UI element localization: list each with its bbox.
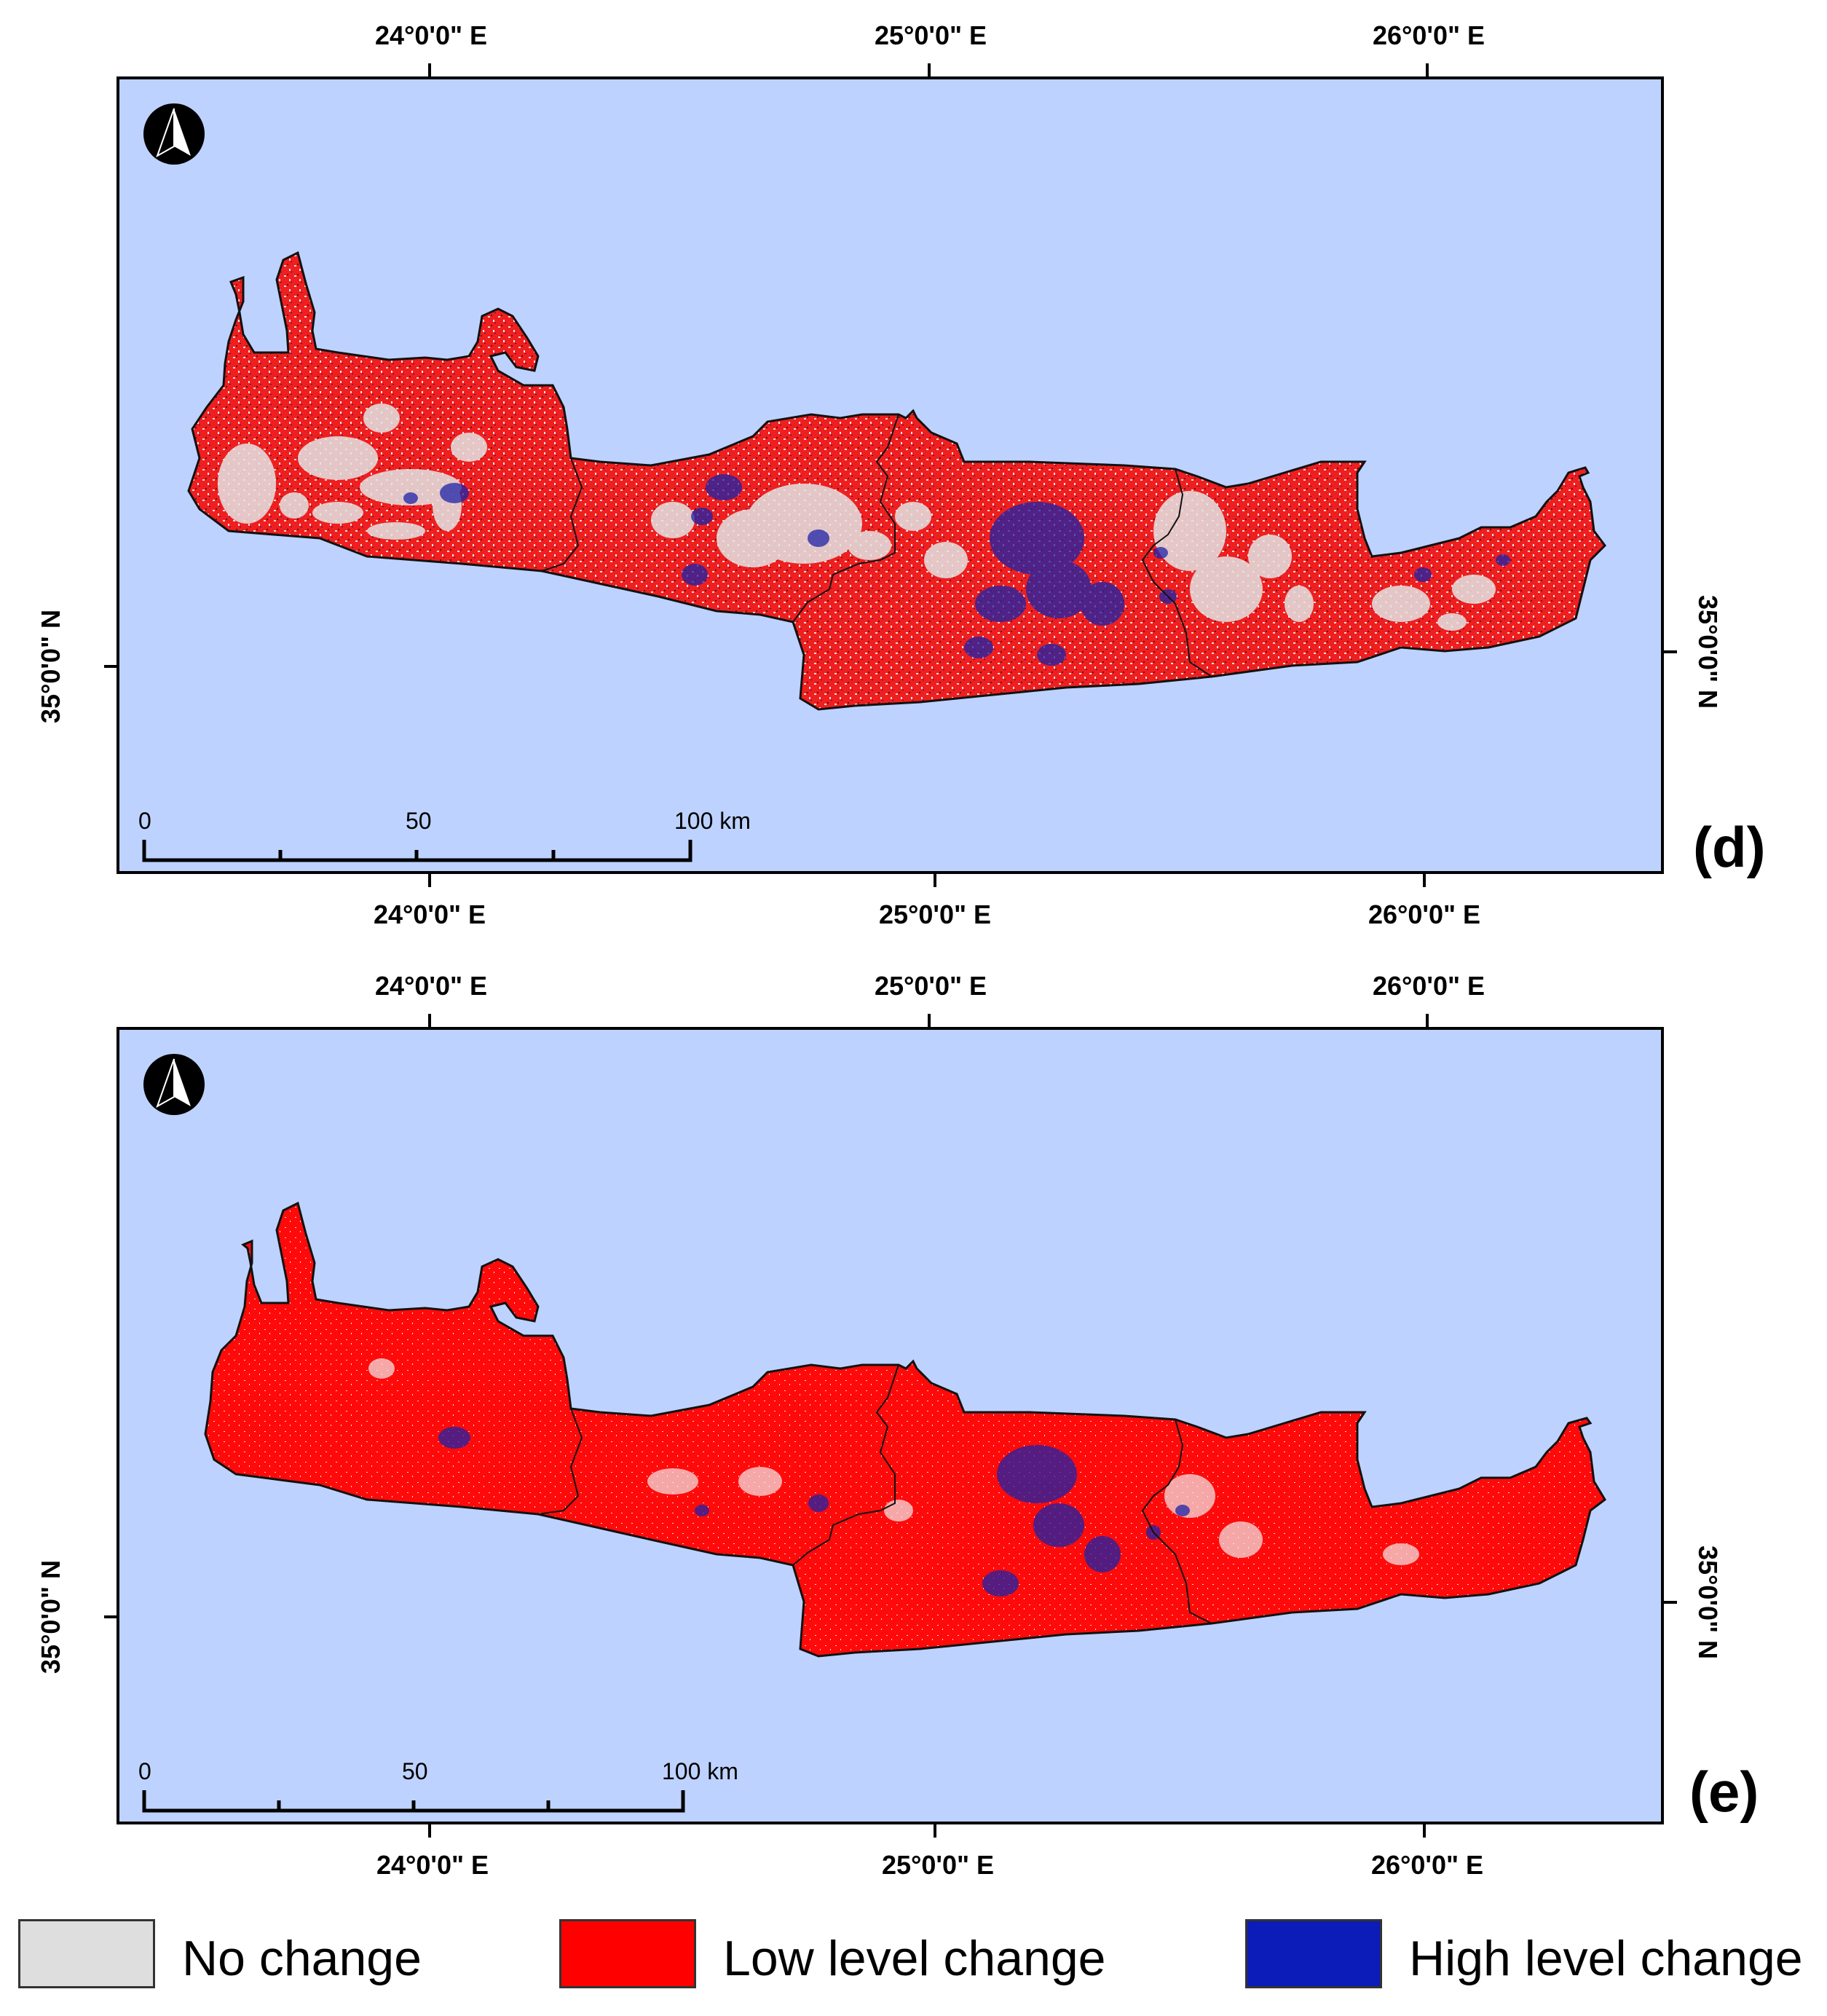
top-tick-24 (428, 63, 431, 76)
top-tick-26 (1426, 63, 1429, 76)
bottom-tick-26 (1423, 874, 1426, 887)
left-tick-35 (104, 1615, 117, 1618)
bottom-tick-24 (428, 874, 431, 887)
bottom-tick-24 (428, 1824, 431, 1838)
bottom-lon-label-25: 25°0'0" E (878, 899, 992, 929)
bottom-lon-label-24: 24°0'0" E (373, 899, 486, 929)
legend-swatch-no-change (18, 1919, 155, 1988)
scale-label-50: 50 (406, 808, 432, 834)
panel-label-d: (d) (1693, 815, 1766, 879)
north-arrow-icon (143, 1054, 205, 1115)
no-change-patches-d (218, 403, 1496, 631)
scale-label-50: 50 (402, 1758, 428, 1784)
scale-label-0: 0 (138, 808, 151, 834)
crete-change-map-e (204, 1201, 1606, 1658)
legend-label-high-change: High level change (1409, 1931, 1803, 1986)
scale-label-0: 0 (138, 1758, 151, 1784)
scale-label-100km: 100 km (674, 808, 751, 834)
scale-bar (142, 1790, 685, 1813)
bottom-lon-label-26: 26°0'0" E (1370, 1850, 1484, 1880)
top-lon-label-24: 24°0'0" E (374, 971, 488, 1001)
crete-change-map-d (187, 251, 1606, 711)
top-tick-25 (928, 1014, 931, 1027)
left-tick-35 (104, 665, 117, 668)
map-panel-e: 24°0'0" E 25°0'0" E 26°0'0" E (0, 950, 1827, 1897)
top-lon-label-26: 26°0'0" E (1372, 20, 1485, 50)
bottom-tick-26 (1423, 1824, 1426, 1838)
legend-label-no-change: No change (182, 1931, 422, 1986)
regional-boundaries-e (537, 1364, 1212, 1624)
crete-landmass-e (204, 1201, 1606, 1658)
right-lat-label: 35°0'0" N (1693, 594, 1723, 709)
bottom-tick-25 (934, 1824, 936, 1838)
regional-boundaries-d (541, 414, 1212, 677)
bottom-lon-label-24: 24°0'0" E (376, 1850, 489, 1880)
bottom-lon-label-26: 26°0'0" E (1368, 899, 1481, 929)
bottom-lon-label-25: 25°0'0" E (881, 1850, 995, 1880)
legend-label-low-change: Low level change (723, 1931, 1106, 1986)
scale-bar (142, 840, 692, 862)
top-lon-label-24: 24°0'0" E (374, 20, 488, 50)
legend-swatch-high-change (1245, 1919, 1382, 1988)
right-lat-label: 35°0'0" N (1693, 1545, 1723, 1660)
no-change-patches-e (368, 1358, 1419, 1565)
left-lat-label: 35°0'0" N (36, 609, 66, 724)
left-lat-label: 35°0'0" N (36, 1559, 66, 1674)
map-legend: No change Low level change High level ch… (0, 1908, 1827, 1996)
map-frame-e: 0 50 100 km (117, 1027, 1664, 1824)
legend-swatch-low-change (559, 1919, 696, 1988)
top-tick-24 (428, 1014, 431, 1027)
map-panel-d: 24°0'0" E 25°0'0" E 26°0'0" E (0, 0, 1827, 947)
panel-label-e: (e) (1689, 1760, 1759, 1824)
top-tick-25 (928, 63, 931, 76)
map-frame-d: 0 50 100 km (117, 76, 1664, 874)
top-lon-label-25: 25°0'0" E (874, 20, 987, 50)
bottom-tick-25 (934, 874, 936, 887)
top-lon-label-25: 25°0'0" E (874, 971, 987, 1001)
scale-label-100km: 100 km (662, 1758, 738, 1784)
right-tick-35 (1664, 1601, 1677, 1604)
top-lon-label-26: 26°0'0" E (1372, 971, 1485, 1001)
top-tick-26 (1426, 1014, 1429, 1027)
right-tick-35 (1664, 650, 1677, 653)
high-change-patches-e (438, 1427, 1190, 1596)
high-change-patches-d (403, 474, 1510, 666)
north-arrow-icon (143, 103, 205, 165)
